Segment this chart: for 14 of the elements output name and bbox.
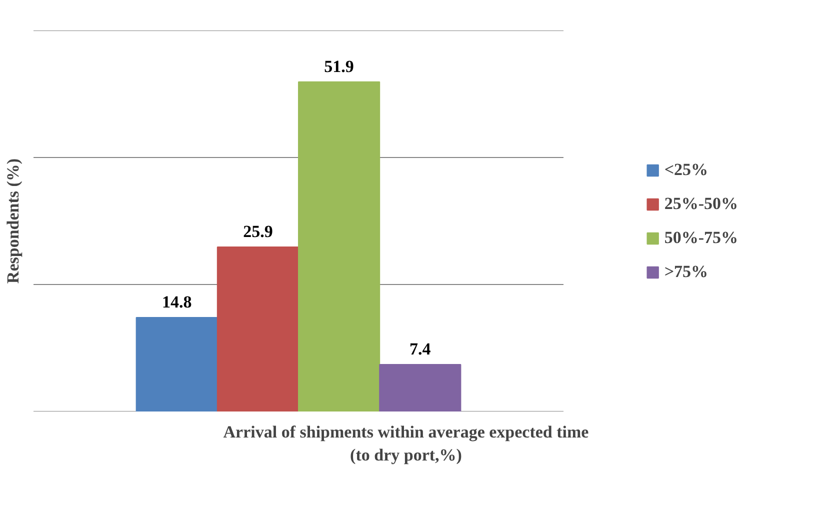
legend-label: 50%-75%: [664, 228, 738, 248]
bar: [379, 364, 462, 412]
bar: [216, 246, 299, 412]
data-label: 51.9: [324, 56, 354, 76]
data-label: 14.8: [162, 292, 192, 312]
bar: [136, 317, 218, 412]
data-label: 7.4: [410, 340, 432, 359]
x-axis-title: Arrival of shipments within average expected time (to dry port,%): [223, 422, 590, 464]
legend-label: <25%: [664, 160, 708, 180]
legend-label: >75%: [664, 262, 708, 282]
y-axis-title: Respondents (%): [4, 158, 22, 284]
data-label: 25.9: [243, 222, 273, 242]
bar: [298, 81, 380, 412]
legend-label: 25%-50%: [664, 194, 738, 214]
